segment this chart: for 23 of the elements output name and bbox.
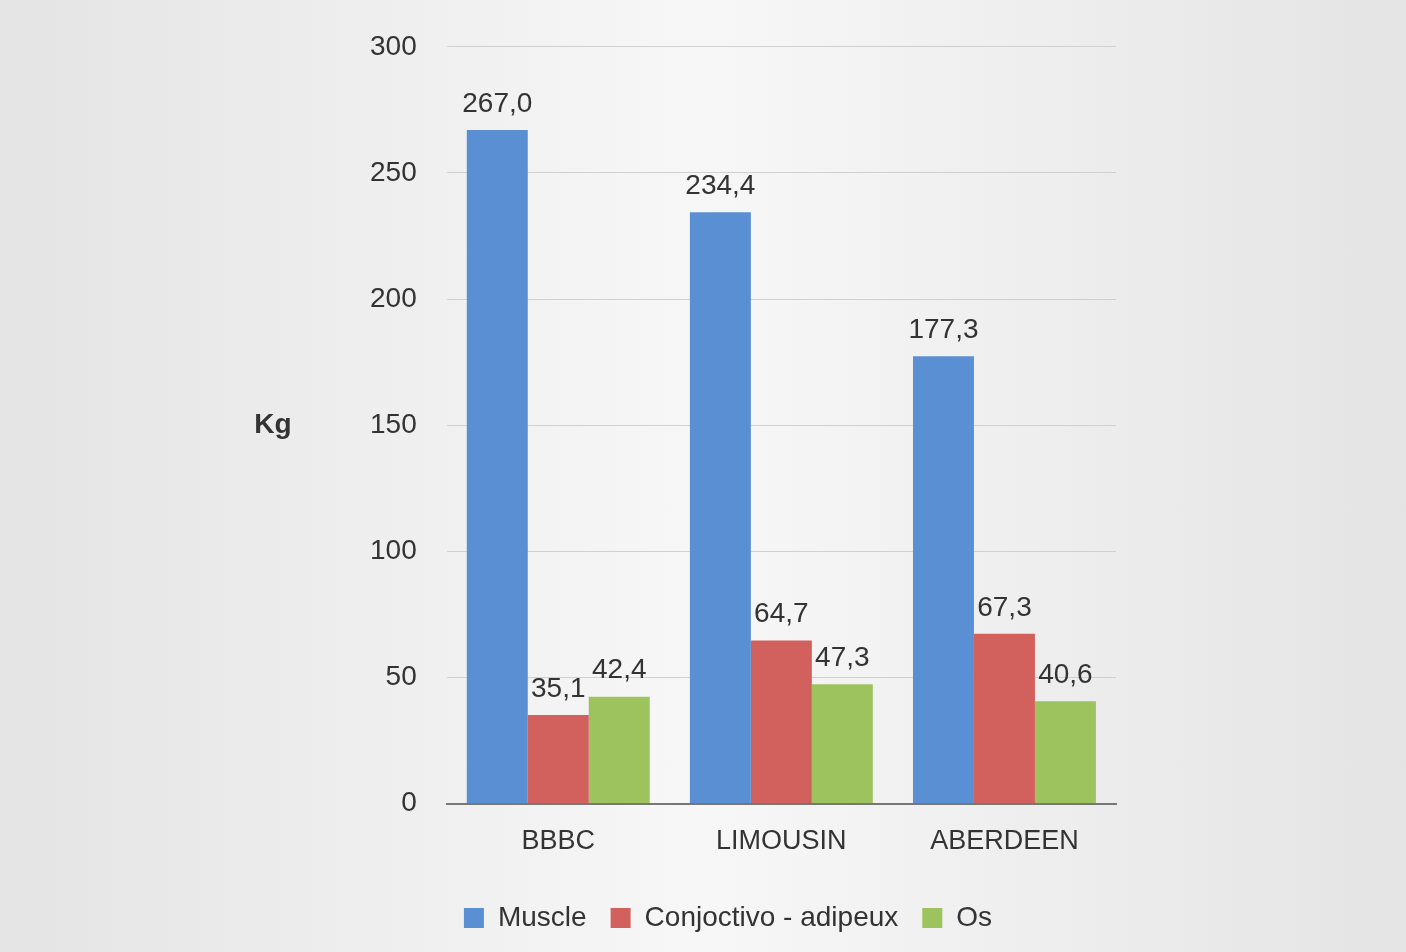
- legend-label: Muscle: [497, 900, 587, 932]
- data-label: 64,7: [754, 597, 809, 629]
- data-label: 40,6: [1038, 657, 1093, 689]
- data-label: 177,3: [908, 313, 979, 345]
- data-label: 47,3: [815, 641, 870, 672]
- legend-label: Conjoctivo - adipeux: [644, 900, 899, 932]
- y-tick-label: 0: [401, 786, 417, 818]
- y-tick-label: 50: [385, 660, 417, 692]
- data-label: 234,4: [685, 169, 756, 201]
- data-label: 35,1: [531, 671, 586, 703]
- y-tick-label: 250: [370, 155, 417, 187]
- y-tick-label: 150: [370, 407, 417, 439]
- y-axis-title: Kg: [254, 407, 292, 439]
- x-tick-label: LIMOUSIN: [716, 825, 847, 856]
- data-label: 42,4: [591, 653, 647, 685]
- y-tick-label: 100: [370, 534, 417, 566]
- data-label: 267,0: [462, 86, 533, 118]
- x-tick-label: ABERDEEN: [930, 825, 1079, 856]
- y-tick-label: 300: [370, 29, 417, 61]
- x-tick-label: BBBC: [521, 825, 596, 856]
- y-tick-label: 200: [370, 281, 417, 313]
- data-label: 67,3: [977, 590, 1032, 622]
- legend-label: Os: [956, 900, 993, 932]
